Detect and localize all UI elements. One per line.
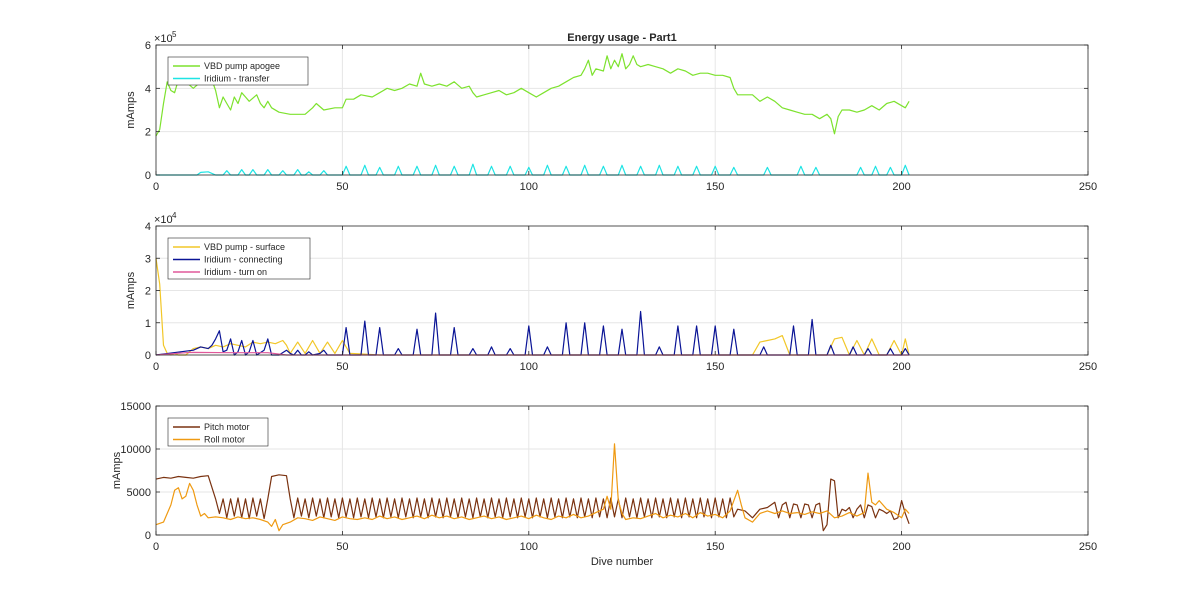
- x-tick-label: 50: [336, 541, 348, 553]
- energy-usage-panel-2: 0 50 100 150 200 250 0 1 2 3 4×10 4 mAmps VBD pump - …: [125, 211, 1097, 373]
- legend-box: [167, 56, 309, 86]
- y-tick-label: 4: [145, 83, 151, 95]
- legend: Pitch motor Roll motor: [167, 417, 269, 447]
- y-tick-label: 10000: [120, 444, 151, 456]
- y-axis-label: mAmps: [111, 451, 123, 489]
- y-tick-label: 0: [145, 530, 151, 542]
- series-line-pitch-motor: [155, 474, 910, 532]
- x-tick-label: 0: [153, 541, 159, 553]
- x-tick-label: 250: [1079, 181, 1097, 193]
- legend-label: Iridium - connecting: [204, 255, 283, 265]
- y-exponent-base: ×10: [154, 33, 173, 45]
- energy-usage-panel-1: 0 50 100 150 200 250 0 2 4 6×10 5 mAmps Energy usage…: [125, 30, 1097, 193]
- legend-box: [167, 417, 269, 447]
- y-tick-label: 2: [145, 127, 151, 139]
- x-tick-label: 150: [706, 541, 724, 553]
- y-tick-label: 3: [145, 253, 151, 265]
- legend-label: VBD pump - surface: [204, 242, 285, 252]
- x-tick-label: 200: [892, 181, 910, 193]
- x-tick-label: 250: [1079, 361, 1097, 373]
- x-tick-label: 250: [1079, 541, 1097, 553]
- x-tick-label: 50: [336, 181, 348, 193]
- chart-title: Energy usage - Part1: [567, 32, 676, 44]
- legend-label: Pitch motor: [204, 422, 250, 432]
- legend-label: Iridium - turn on: [204, 267, 267, 277]
- x-tick-label: 200: [892, 541, 910, 553]
- x-tick-label: 100: [520, 541, 538, 553]
- x-tick-label: 0: [153, 361, 159, 373]
- x-tick-label: 150: [706, 181, 724, 193]
- legend-label: Roll motor: [204, 435, 245, 445]
- y-tick-label: 5000: [127, 487, 151, 499]
- x-tick-label: 150: [706, 361, 724, 373]
- x-tick-label: 200: [892, 361, 910, 373]
- series-line-vbd-pump-apogee: [155, 53, 910, 137]
- axes-box: [155, 44, 1089, 176]
- y-tick-label: 0: [145, 170, 151, 182]
- x-tick-label: 100: [520, 361, 538, 373]
- y-tick-label: 1: [145, 318, 151, 330]
- y-tick-label: 4: [145, 221, 151, 233]
- legend: VBD pump apogee Iridium - transfer: [167, 56, 309, 86]
- x-axis-label: Dive number: [591, 556, 654, 568]
- y-tick-label: 0: [145, 350, 151, 362]
- legend-label: Iridium - transfer: [204, 74, 270, 84]
- y-axis-label: mAmps: [125, 91, 137, 129]
- y-tick-label: 2: [145, 286, 151, 298]
- y-tick-label: 15000: [120, 401, 151, 413]
- axes-box: [155, 405, 1089, 536]
- legend-label: VBD pump apogee: [204, 61, 280, 71]
- y-exponent-power: 4: [172, 211, 177, 220]
- y-tick-label: 6: [145, 40, 151, 52]
- x-tick-label: 50: [336, 361, 348, 373]
- x-tick-label: 100: [520, 181, 538, 193]
- y-exponent-power: 5: [172, 30, 177, 39]
- x-tick-label: 0: [153, 181, 159, 193]
- y-exponent-base: ×10: [154, 214, 173, 226]
- y-axis-label: mAmps: [125, 271, 137, 309]
- series-line-roll-motor: [155, 443, 910, 532]
- legend: VBD pump - surface Iridium - connecting Ir…: [167, 237, 311, 280]
- energy-usage-panel-3: 0 50 100 150 200 250 0 5000 10000 15000 mAmps Dive …: [111, 401, 1097, 568]
